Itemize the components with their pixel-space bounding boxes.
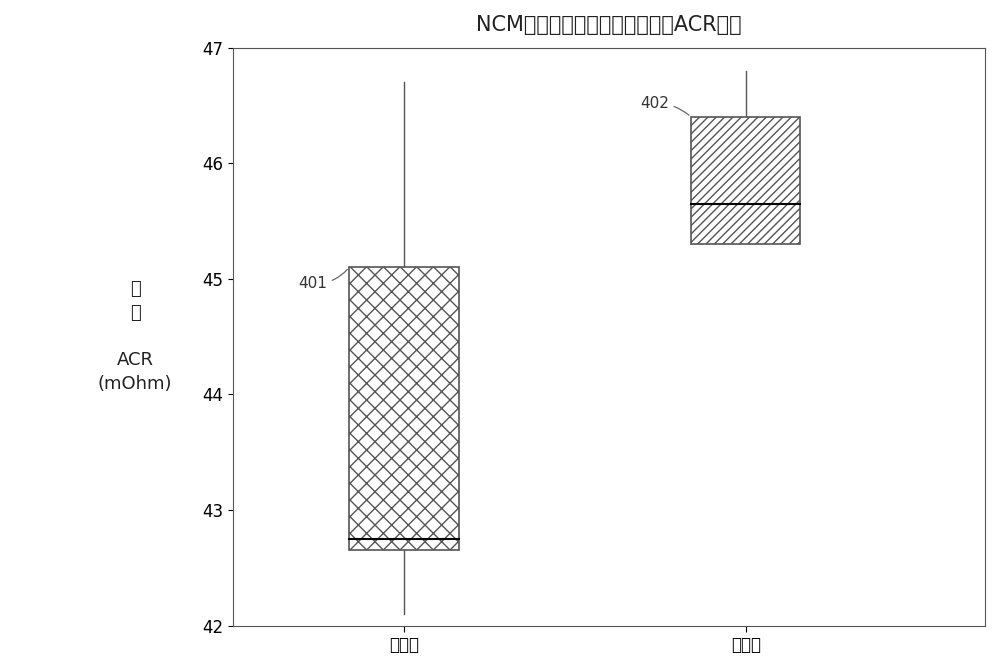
Text: 402: 402: [640, 96, 689, 115]
Title: NCM阴极、石墨阳极、小型电池ACR阻抗: NCM阴极、石墨阳极、小型电池ACR阻抗: [476, 15, 742, 35]
Bar: [691, 117, 800, 244]
Bar: [349, 268, 459, 551]
Text: 401: 401: [298, 270, 347, 291]
Text: 测
得

ACR
(mOhm): 测 得 ACR (mOhm): [98, 280, 172, 393]
